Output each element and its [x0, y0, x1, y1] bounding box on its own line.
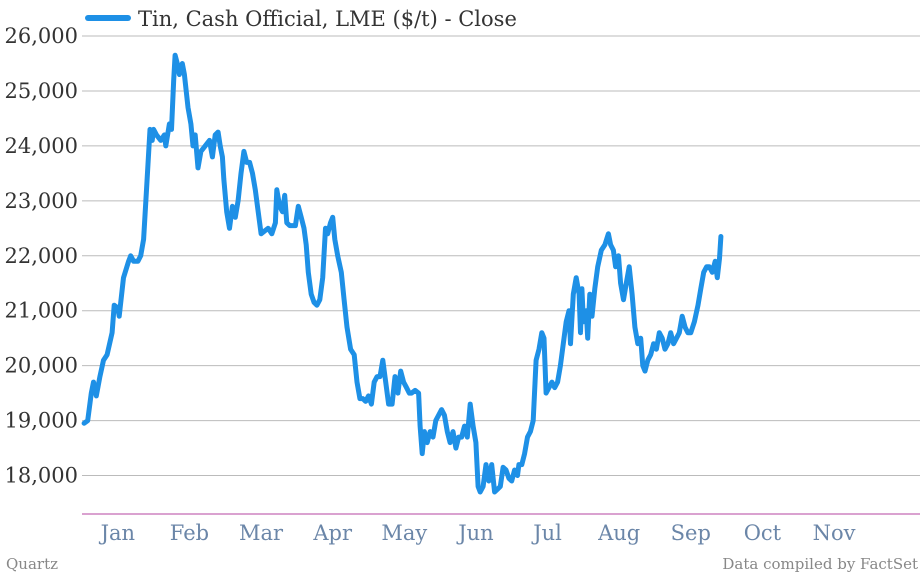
y-tick-label: 25,000 — [5, 79, 78, 103]
y-tick-label: 18,000 — [5, 464, 78, 488]
gridlines — [82, 35, 920, 477]
x-tick-label: Jan — [99, 521, 135, 545]
x-tick-label: Apr — [312, 521, 353, 545]
y-tick-label: 21,000 — [5, 299, 78, 323]
x-axis-ticks: Jan Feb Mar Apr May Jun Jul Aug Sep Oct Nov — [99, 521, 856, 545]
x-tick-label: Jun — [456, 521, 493, 545]
y-tick-label: 24,000 — [5, 134, 78, 158]
x-tick-label: Mar — [239, 521, 284, 545]
y-tick-label: 22,000 — [5, 244, 78, 268]
y-axis-ticks: 18,000 19,000 20,000 21,000 22,000 23,000 24,0… — [5, 24, 78, 488]
legend: Tin, Cash Official, LME ($/t) - Close — [85, 7, 517, 31]
legend-label: Tin, Cash Official, LME ($/t) - Close — [138, 7, 517, 31]
series-line — [81, 52, 724, 495]
x-tick-label: Feb — [170, 521, 209, 545]
footer-source-right: Data compiled by FactSet — [722, 555, 918, 573]
x-tick-label: Aug — [597, 521, 640, 545]
y-tick-label: 26,000 — [5, 24, 78, 48]
x-tick-label: May — [381, 521, 427, 545]
x-tick-label: Nov — [813, 521, 856, 545]
y-tick-label: 20,000 — [5, 354, 78, 378]
x-tick-label: Jul — [531, 521, 562, 545]
y-tick-label: 23,000 — [5, 189, 78, 213]
y-tick-label: 19,000 — [5, 409, 78, 433]
x-tick-label: Sep — [671, 521, 711, 545]
x-tick-label: Oct — [744, 521, 782, 545]
footer-source-left: Quartz — [6, 555, 58, 573]
